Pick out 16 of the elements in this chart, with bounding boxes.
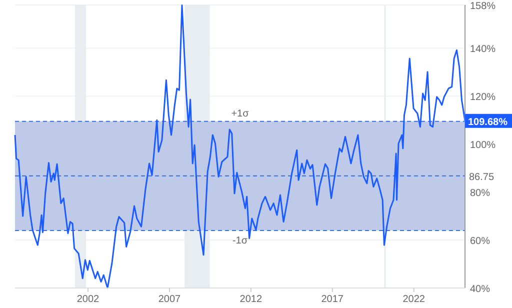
- y-tick-label: 140%: [470, 44, 496, 56]
- ref-line-label: +1σ: [231, 108, 250, 120]
- y-tick-label: 100%: [470, 140, 496, 152]
- y-tick-label: 60%: [470, 236, 490, 248]
- x-tick-label: 2002: [76, 294, 100, 305]
- y-tick-label: 40%: [470, 284, 490, 295]
- x-tick-label: 2007: [158, 294, 182, 305]
- annotation: 109.68%: [468, 116, 508, 128]
- x-tick-label: 2022: [402, 294, 426, 305]
- ref-line-label: 86.75: [469, 172, 494, 183]
- x-tick-label: 2012: [240, 294, 262, 305]
- ref-line-label: -1σ: [232, 235, 248, 246]
- y-tick-label: 80%: [470, 188, 490, 200]
- x-tick-label: 2017: [321, 294, 344, 305]
- y-tick-label: 158%: [470, 1, 496, 12]
- y-tick-label: 120%: [470, 92, 496, 104]
